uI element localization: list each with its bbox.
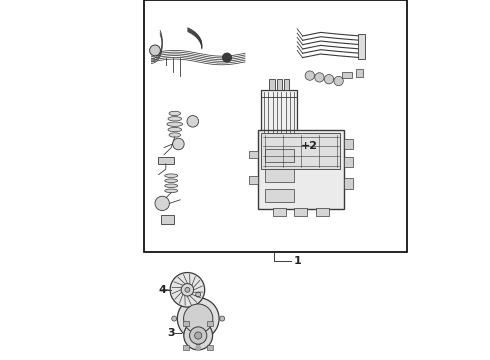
Bar — [284, 79, 289, 90]
Bar — [265, 189, 294, 202]
Ellipse shape — [165, 174, 178, 177]
Bar — [265, 169, 294, 182]
Bar — [207, 345, 213, 350]
Circle shape — [190, 327, 207, 344]
Bar — [344, 178, 353, 189]
Circle shape — [196, 292, 201, 297]
Bar — [183, 321, 189, 327]
Bar — [294, 208, 307, 216]
Circle shape — [305, 71, 315, 80]
Ellipse shape — [167, 122, 183, 126]
Bar — [248, 176, 258, 184]
Circle shape — [177, 298, 219, 339]
Circle shape — [185, 287, 190, 292]
Text: 4: 4 — [159, 285, 167, 295]
Circle shape — [195, 332, 202, 339]
Circle shape — [181, 284, 194, 296]
Ellipse shape — [168, 117, 182, 121]
Circle shape — [170, 273, 205, 307]
Bar — [344, 157, 353, 167]
Circle shape — [187, 116, 198, 127]
Circle shape — [155, 196, 170, 211]
Text: +2: +2 — [301, 141, 318, 151]
Bar — [356, 69, 363, 77]
Bar — [344, 139, 353, 149]
Bar — [183, 345, 189, 350]
Bar — [158, 157, 174, 164]
Ellipse shape — [168, 127, 182, 132]
Bar — [261, 133, 341, 169]
Circle shape — [334, 76, 343, 86]
Circle shape — [172, 138, 184, 150]
Circle shape — [184, 321, 213, 350]
Bar — [248, 151, 258, 158]
Circle shape — [149, 45, 160, 56]
Bar — [270, 79, 274, 90]
Ellipse shape — [165, 179, 178, 183]
Bar — [273, 208, 286, 216]
Circle shape — [220, 316, 225, 321]
Circle shape — [222, 53, 231, 62]
Bar — [261, 90, 297, 137]
Text: 1: 1 — [294, 256, 301, 266]
Bar — [207, 321, 213, 327]
Circle shape — [184, 304, 213, 333]
Circle shape — [315, 73, 324, 82]
Bar — [258, 130, 344, 209]
Text: 3: 3 — [168, 328, 175, 338]
Ellipse shape — [165, 184, 178, 188]
Circle shape — [324, 75, 334, 84]
Bar — [144, 0, 407, 252]
Bar — [342, 72, 352, 78]
Ellipse shape — [169, 133, 180, 137]
Bar — [265, 149, 294, 162]
Circle shape — [196, 340, 201, 345]
Ellipse shape — [169, 111, 180, 116]
Bar — [161, 215, 174, 224]
Circle shape — [196, 346, 200, 350]
Circle shape — [172, 316, 177, 321]
Bar — [316, 208, 329, 216]
Bar — [358, 34, 365, 59]
Ellipse shape — [165, 189, 178, 193]
Bar — [277, 79, 282, 90]
